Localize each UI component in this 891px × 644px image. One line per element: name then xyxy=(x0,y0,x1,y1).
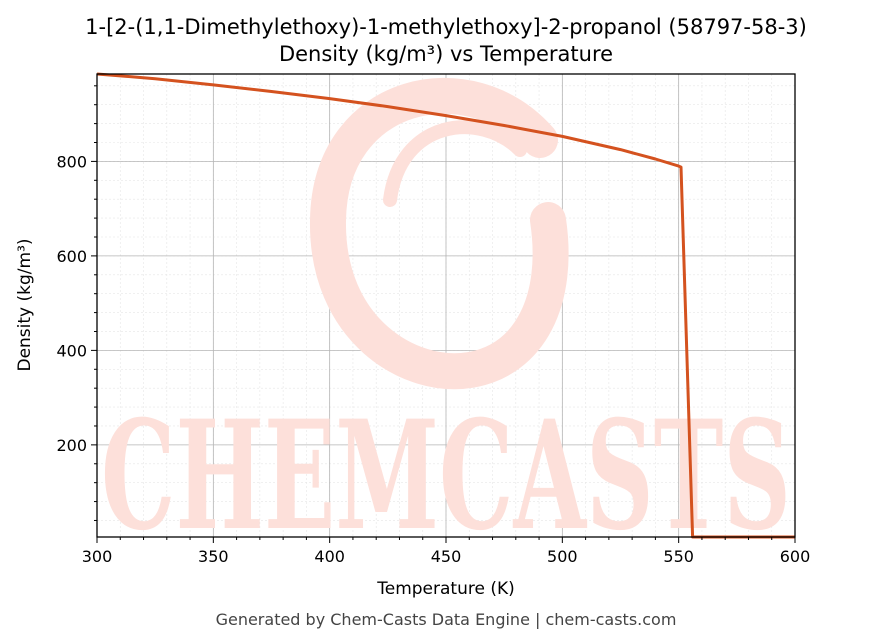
x-tick-label: 500 xyxy=(547,547,578,566)
x-tick-label: 350 xyxy=(198,547,229,566)
x-tick-label: 600 xyxy=(780,547,811,566)
x-tick-label: 550 xyxy=(663,547,694,566)
x-axis-ticks: 300 350 400 450 500 550 600 xyxy=(82,537,811,566)
y-tick-label: 200 xyxy=(56,436,87,455)
plot-area: CHEMCASTS xyxy=(96,72,796,564)
density-series-line xyxy=(96,72,795,539)
y-axis-label: Density (kg/m³) xyxy=(15,238,35,371)
watermark-swirl-icon xyxy=(309,77,569,390)
y-tick-label: 800 xyxy=(56,152,87,171)
y-tick-label: 400 xyxy=(56,341,87,360)
x-tick-label: 300 xyxy=(82,547,113,566)
watermark-text: CHEMCASTS xyxy=(101,388,791,564)
x-tick-label: 400 xyxy=(314,547,345,566)
footer-credit: Generated by Chem-Casts Data Engine | ch… xyxy=(216,610,677,629)
watermark: CHEMCASTS xyxy=(101,77,791,564)
y-axis-ticks: 200 400 600 800 xyxy=(56,85,97,521)
x-tick-label: 450 xyxy=(431,547,462,566)
chart-title: 1-[2-(1,1-Dimethylethoxy)-1-methylethoxy… xyxy=(85,15,807,39)
y-tick-label: 600 xyxy=(56,247,87,266)
x-axis-label: Temperature (K) xyxy=(376,579,515,599)
chart-subtitle: Density (kg/m³) vs Temperature xyxy=(279,42,613,66)
major-grid xyxy=(96,74,796,537)
watermark-swirl-inner-icon xyxy=(383,120,527,207)
